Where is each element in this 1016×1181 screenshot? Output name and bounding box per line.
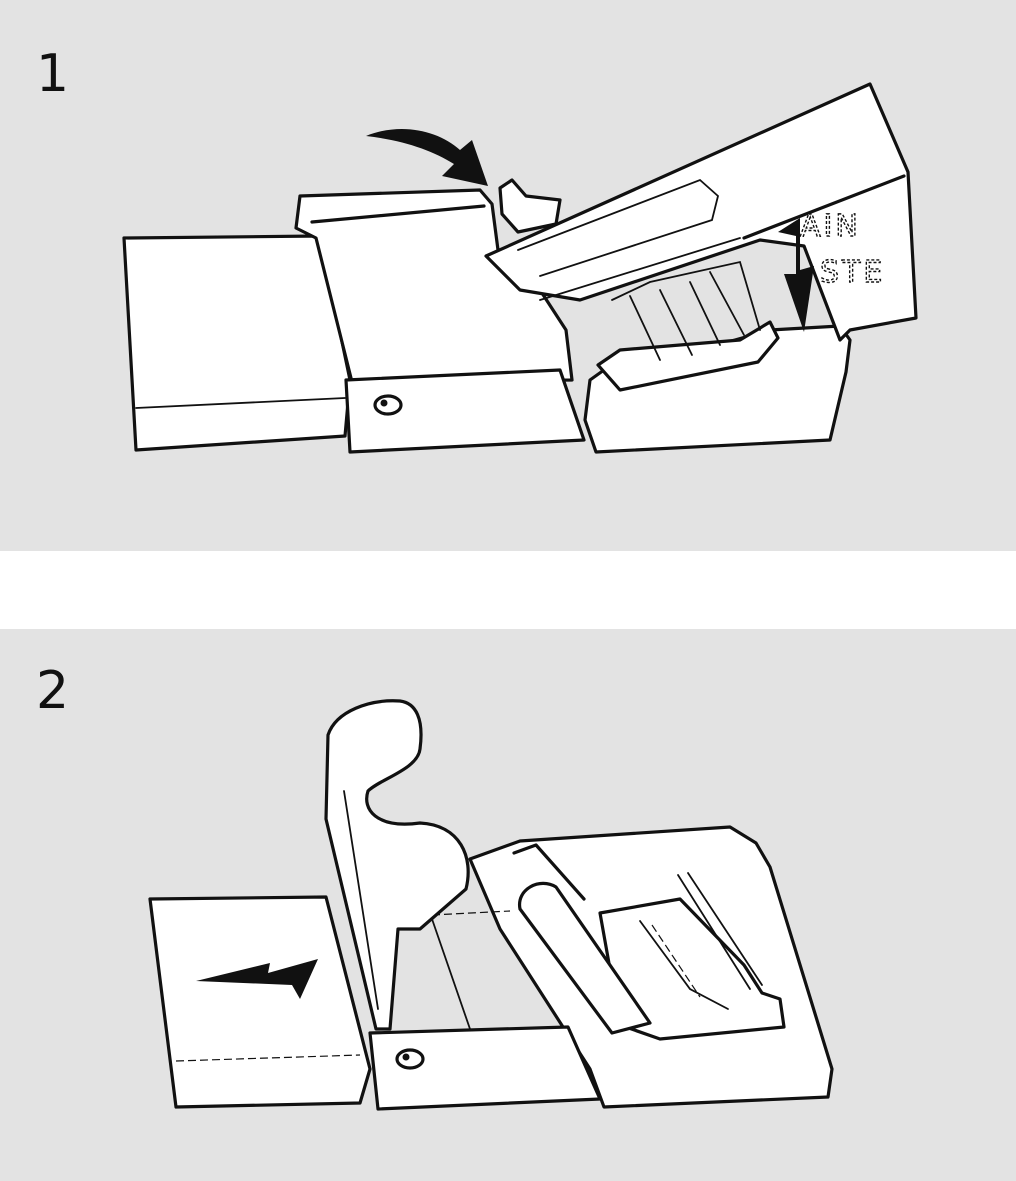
belt-strap-left	[122, 234, 352, 452]
step-1-number: 1	[36, 44, 70, 104]
arrow-left-icon	[196, 959, 318, 999]
belt-strap-right	[484, 82, 918, 342]
roller-pin	[498, 178, 562, 234]
steel-stamp: AIN STE	[799, 208, 885, 290]
rivet	[373, 394, 403, 416]
step-2-illustration	[0, 629, 1016, 1181]
buckle-frame	[583, 260, 852, 454]
stamp-line-1: AIN	[800, 209, 861, 244]
step-1-illustration: AIN STE	[0, 0, 1016, 551]
step-2-panel: 2	[0, 629, 1016, 1181]
buckle-lever	[324, 699, 602, 1111]
curved-arrow-up-icon	[366, 128, 488, 186]
buckle-lever	[294, 188, 586, 454]
stamp-line-2: STE	[820, 255, 885, 290]
belt-strap	[148, 895, 372, 1109]
roller-pin	[512, 843, 652, 1035]
arrow-down-icon	[778, 218, 814, 332]
rivet	[395, 1048, 425, 1070]
step-2-number: 2	[36, 661, 70, 721]
step-1-panel: AIN STE 1	[0, 0, 1016, 551]
